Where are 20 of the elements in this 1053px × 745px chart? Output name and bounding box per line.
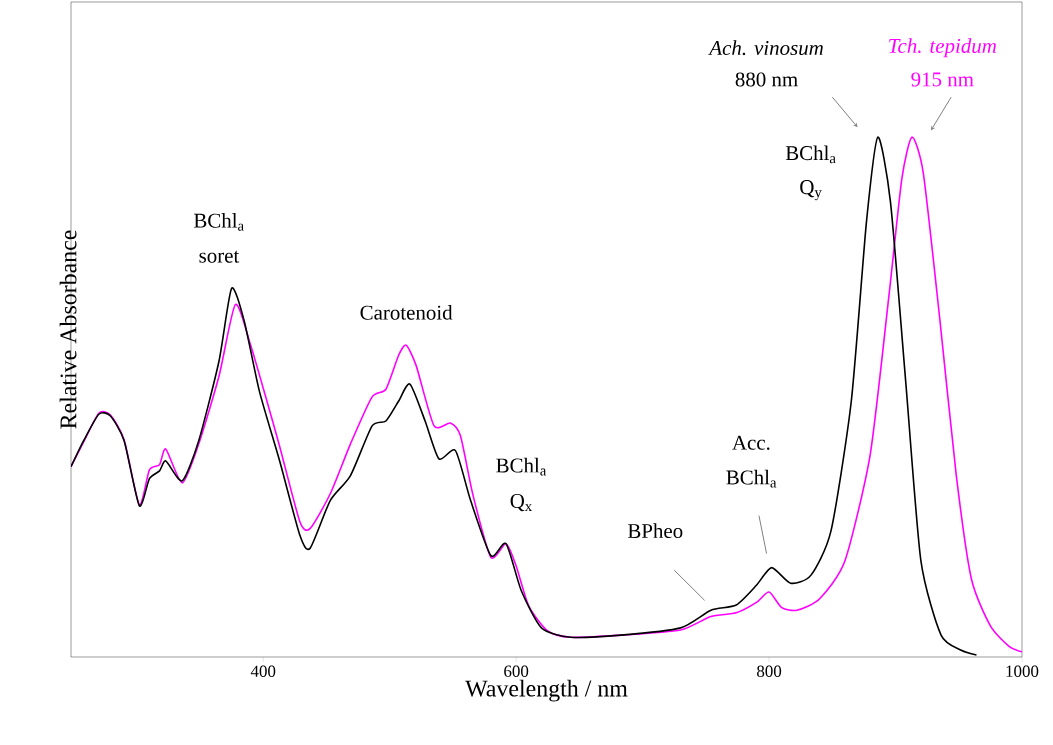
annotation: BChl$_{a}$ bbox=[496, 457, 547, 476]
text: 880 nm bbox=[735, 72, 798, 87]
x-tick-label: 800 bbox=[757, 665, 782, 677]
annotation: Q$_{x}$ bbox=[510, 493, 532, 512]
text: Ach. vinosum bbox=[708, 40, 823, 56]
x-tick-label: 400 bbox=[250, 665, 276, 677]
annotation: BChl$_{a}$ bbox=[726, 469, 777, 488]
x-tick-label: 1000 bbox=[1006, 665, 1039, 677]
annotation: Carotenoid bbox=[360, 304, 453, 320]
text: Tch. tepidum bbox=[889, 38, 996, 58]
x-axis-title: Wavelength / nm bbox=[465, 679, 628, 702]
annotation: BChl$_{a}$ bbox=[193, 213, 244, 231]
annotation: soret bbox=[199, 250, 240, 263]
text: 915 nm bbox=[911, 72, 974, 87]
x-tick-label: 600 bbox=[504, 665, 529, 677]
annotation: Acc. bbox=[732, 435, 770, 450]
y-axis-title: Relative Absorbance bbox=[59, 230, 77, 429]
annotation: BPheo bbox=[627, 523, 683, 539]
annotation: BChl$_{a}$ bbox=[785, 145, 836, 164]
annotation: Q$_{y}$ bbox=[800, 180, 822, 201]
